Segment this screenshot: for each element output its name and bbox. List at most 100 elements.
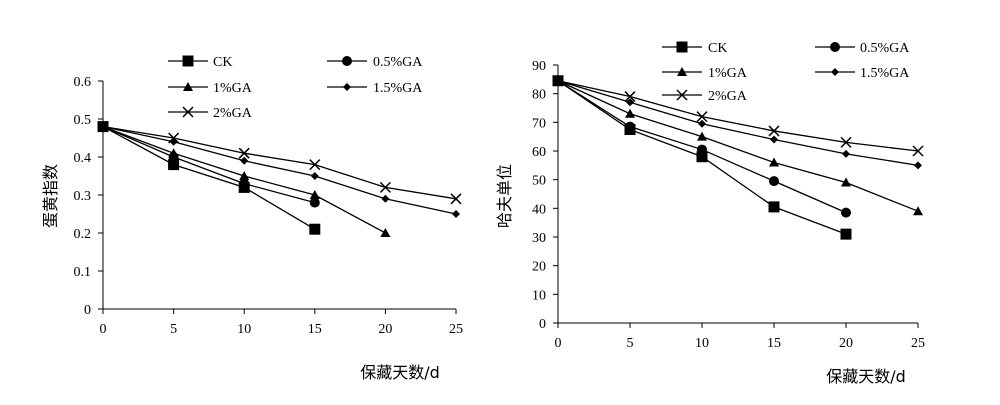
y-tick-label: 0.3 [74, 189, 92, 204]
data-point [842, 149, 850, 158]
data-point [769, 176, 779, 187]
legend-marker [676, 89, 688, 101]
y-tick-label: 50 [532, 174, 546, 189]
legend-entry: 1.5%GA [815, 66, 910, 81]
legend-label: CK [213, 55, 232, 70]
data-point [380, 228, 391, 237]
legend-marker [830, 42, 840, 52]
x-tick-label: 0 [100, 322, 107, 337]
legend-entry: 0.5%GA [327, 55, 423, 70]
data-point [840, 136, 852, 148]
data-point [768, 201, 780, 213]
y-axis-label: 哈夫单位 [495, 164, 514, 228]
y-tick-label: 0.6 [74, 75, 92, 90]
y-tick-label: 20 [532, 260, 546, 275]
y-tick-label: 0 [84, 303, 91, 318]
legend-entry: CK [662, 41, 727, 56]
data-point [841, 177, 851, 187]
y-tick-label: 0.5 [74, 113, 92, 128]
data-point [913, 206, 923, 216]
data-point [239, 178, 250, 189]
legend-marker [182, 55, 194, 67]
data-point [97, 121, 109, 133]
legend-marker [182, 106, 194, 118]
x-tick-label: 10 [695, 336, 709, 351]
data-point [552, 75, 564, 87]
legend-label: 0.5%GA [860, 41, 910, 56]
y-tick-label: 0.4 [74, 151, 92, 166]
legend-entry: 1.5%GA [327, 81, 423, 96]
legend-entry: CK [168, 55, 232, 70]
data-point [310, 172, 319, 180]
legend-label: 1.5%GA [860, 66, 910, 81]
series-line [102, 125, 457, 215]
y-axis-label: 蛋黄指数 [41, 164, 60, 228]
data-point [696, 111, 708, 123]
x-tick-label: 20 [839, 336, 853, 351]
data-point [379, 181, 391, 193]
data-point [696, 151, 708, 163]
data-point [914, 161, 922, 170]
x-tick-label: 10 [237, 322, 251, 337]
legend-label: 2%GA [708, 89, 748, 104]
data-point [625, 108, 635, 118]
data-point [309, 197, 320, 208]
legend-marker [831, 68, 839, 76]
legend-entry: 2%GA [168, 106, 253, 121]
legend-label: 2%GA [213, 106, 253, 121]
series-1.5%GA [99, 122, 460, 218]
series-1%GA [98, 121, 391, 237]
legend-entry: 1%GA [662, 66, 748, 81]
data-point [452, 210, 460, 218]
y-tick-label: 0.1 [74, 265, 92, 280]
data-point [309, 223, 321, 235]
y-tick-label: 40 [532, 202, 546, 217]
data-point [624, 91, 636, 103]
data-point [768, 125, 780, 137]
data-point [240, 156, 249, 165]
data-point [770, 135, 778, 144]
x-tick-label: 25 [449, 322, 463, 337]
x-tick-label: 15 [767, 336, 781, 351]
series-0.5%GA [553, 75, 851, 218]
x-tick-label: 0 [555, 336, 562, 351]
legend-entry: 1%GA [168, 81, 253, 96]
series-line [557, 80, 919, 152]
data-point [168, 132, 180, 144]
series-2%GA [552, 75, 924, 157]
x-tick-label: 20 [378, 322, 392, 337]
data-point [697, 144, 707, 155]
data-point [238, 147, 250, 159]
x-tick-label: 15 [308, 322, 322, 337]
data-point [912, 145, 924, 157]
x-tick-label: 5 [627, 336, 634, 351]
series-2%GA [97, 121, 462, 205]
data-point [239, 171, 250, 180]
data-point [698, 119, 706, 128]
data-point [626, 98, 634, 107]
y-tick-label: 30 [532, 231, 546, 246]
data-point [697, 131, 707, 141]
x-tick-label: 25 [911, 336, 925, 351]
y-tick-label: 0 [539, 317, 546, 332]
legend-entry: 2%GA [662, 89, 748, 104]
series-line [557, 80, 919, 166]
data-point [769, 157, 779, 167]
legend-marker [677, 67, 687, 76]
y-tick-label: 90 [532, 59, 546, 74]
legend-marker [676, 41, 688, 53]
y-tick-label: 0.2 [74, 227, 92, 242]
series-line [557, 80, 919, 212]
series-CK [552, 75, 852, 240]
series-line [102, 126, 316, 230]
legend-marker [343, 83, 351, 91]
legend-label: CK [708, 41, 727, 56]
data-point [625, 121, 635, 132]
series-line [102, 125, 457, 200]
y-tick-label: 60 [532, 145, 546, 160]
legend-label: 1%GA [213, 81, 253, 96]
legend-label: 0.5%GA [373, 55, 423, 70]
